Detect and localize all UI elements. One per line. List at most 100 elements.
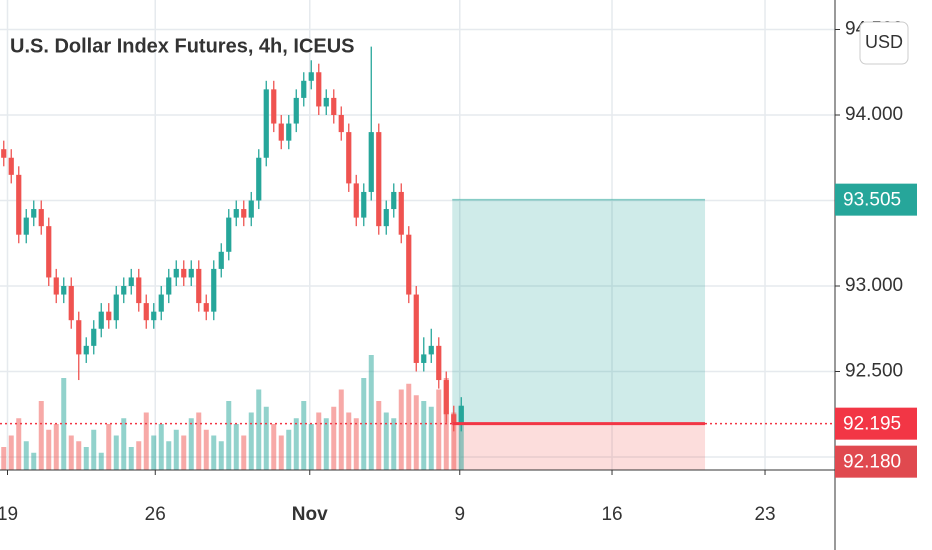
candle-body	[331, 97, 337, 115]
candle-body	[106, 311, 112, 321]
candle-body	[1, 149, 7, 158]
volume-bar	[203, 429, 209, 470]
volume-bar	[188, 418, 194, 470]
candle-body	[151, 311, 157, 321]
currency-button-label: USD	[865, 32, 903, 52]
volume-bar	[428, 406, 434, 470]
volume-bar	[218, 441, 224, 470]
candle-body	[383, 209, 389, 227]
candles	[1, 46, 464, 432]
candle-body	[301, 80, 307, 98]
volume-bar	[158, 424, 164, 470]
volume-bar	[143, 412, 149, 470]
volume-bar	[196, 412, 202, 470]
candle-body	[248, 200, 254, 218]
candle-body	[286, 123, 292, 141]
candle-body	[413, 294, 419, 363]
candle-body	[98, 311, 104, 329]
volume-bar	[451, 412, 457, 470]
loss-zone	[452, 423, 706, 470]
candle-body	[68, 286, 74, 321]
volume-bar	[368, 355, 374, 470]
volume-bar	[271, 424, 277, 470]
candle-body	[443, 380, 449, 415]
currency-button[interactable]	[859, 21, 909, 65]
candle-body	[211, 268, 217, 312]
candle-body	[53, 277, 59, 295]
volume	[1, 355, 464, 470]
candle-body	[353, 183, 359, 218]
candle-body	[91, 328, 97, 346]
candle-body	[361, 191, 367, 218]
candle-body	[391, 191, 397, 210]
volume-bar	[256, 389, 262, 470]
volume-bar	[91, 429, 97, 470]
candle-body	[406, 234, 412, 295]
volume-bar	[346, 412, 352, 470]
candle-body	[316, 72, 322, 107]
candle-body	[31, 209, 37, 218]
volume-bar	[166, 441, 172, 470]
volume-bar	[323, 418, 329, 470]
chart-title: U.S. Dollar Index Futures, 4h, ICEUS	[10, 35, 355, 57]
x-tick-label: 9	[454, 504, 465, 525]
candle-body	[428, 345, 434, 355]
candle-body	[451, 414, 457, 423]
candle-body	[278, 123, 284, 141]
volume-bar	[106, 424, 112, 470]
candle-body	[421, 354, 427, 363]
candle-body	[8, 157, 14, 175]
candle-body	[293, 97, 299, 124]
volume-bar	[31, 452, 37, 470]
volume-bar	[406, 383, 412, 470]
volume-bar	[421, 401, 427, 470]
volume-bar	[331, 406, 337, 470]
volume-bar	[316, 412, 322, 470]
volume-bar	[278, 435, 284, 470]
candle-body	[338, 114, 344, 133]
volume-bar	[113, 435, 119, 470]
candle-body	[158, 294, 164, 312]
candle-body	[271, 89, 277, 124]
candle-body	[46, 226, 52, 278]
y-tick-label: 93.000	[845, 275, 903, 296]
volume-bar	[458, 406, 464, 470]
volume-bar	[98, 452, 104, 470]
volume-bar	[68, 435, 74, 470]
volume-bar	[301, 401, 307, 470]
candle-body	[346, 132, 352, 184]
volume-bar	[308, 424, 314, 470]
volume-bar	[293, 418, 299, 470]
candle-body	[233, 209, 239, 218]
candle-body	[181, 268, 187, 278]
position-tool	[452, 198, 706, 470]
candle-body	[241, 209, 247, 218]
price-tag-label: 92.195	[843, 414, 901, 435]
price-tag	[835, 183, 917, 216]
price-tag	[835, 445, 917, 478]
volume-bar	[383, 412, 389, 470]
volume-bar	[23, 441, 29, 470]
volume-bar	[53, 424, 59, 470]
candle-body	[196, 268, 202, 304]
volume-bar	[353, 418, 359, 470]
price-tag-label: 92.180	[843, 452, 901, 473]
candle-body	[218, 251, 224, 269]
candle-body	[76, 320, 82, 355]
candle-body	[136, 277, 142, 304]
volume-bar	[1, 447, 7, 470]
volume-bar	[376, 401, 382, 470]
volume-bar	[436, 389, 442, 470]
candle-body	[61, 286, 67, 295]
volume-bar	[398, 389, 404, 470]
candle-body	[23, 217, 29, 235]
volume-bar	[76, 441, 82, 470]
price-tag-label: 93.505	[843, 190, 901, 211]
volume-bar	[263, 406, 269, 470]
candle-body	[436, 345, 442, 381]
x-tick-label: 19	[0, 504, 18, 525]
candle-body	[83, 345, 89, 355]
volume-bar	[121, 418, 127, 470]
candle-body	[226, 217, 232, 252]
volume-bar	[181, 435, 187, 470]
